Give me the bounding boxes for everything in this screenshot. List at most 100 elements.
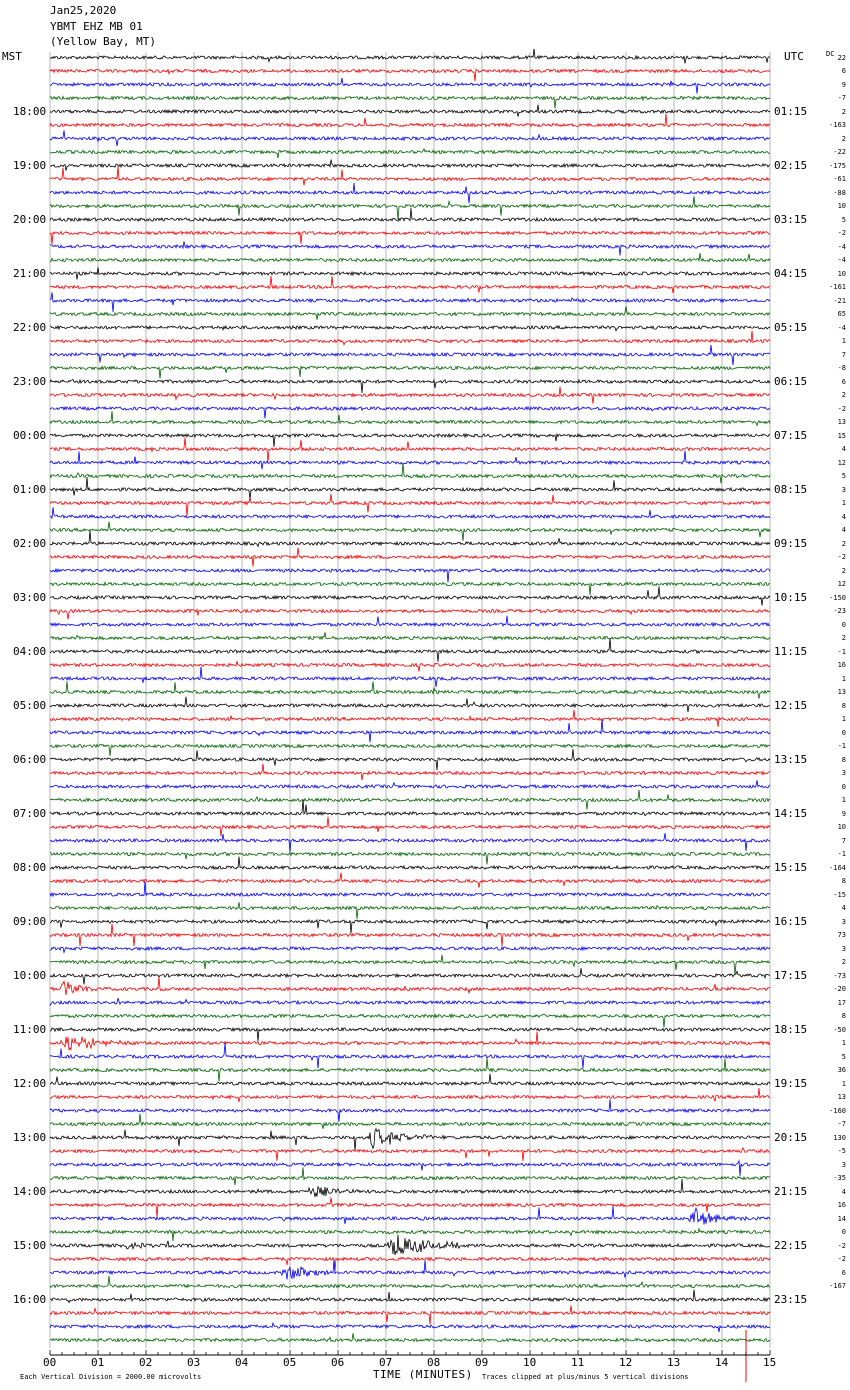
trace-76 [49,1073,771,1087]
right-hour-label: 14:15 [774,806,808,820]
dc-offset-value: -2 [837,229,846,237]
dc-offset-value: 7 [841,836,846,845]
dc-offset-value: -2 [837,1241,846,1250]
trace-93 [49,1305,771,1325]
trace-56 [49,799,771,817]
trace-18 [49,292,771,313]
trace-23 [49,365,771,379]
trace-35 [49,521,771,542]
right-hour-label: 16:15 [774,914,808,928]
dc-label: DC [826,50,835,58]
right-hour-label: 05:15 [774,320,808,334]
trace-49 [49,709,771,728]
trace-47 [50,681,771,699]
dc-offset-value: -4 [837,256,846,264]
dc-offset-value: -150 [829,593,846,602]
trace-25 [49,386,771,404]
trace-57 [49,816,771,837]
right-hour-label: 12:15 [774,698,808,712]
dc-offset-value: 13 [837,1093,846,1101]
dc-offset-value: 8 [841,755,846,764]
x-tick-label-10: 10 [523,1356,537,1369]
trace-42 [49,615,771,628]
dc-offset-value: 2 [841,391,846,399]
dc-offset-value: 1 [841,796,846,804]
left-hour-label: 06:00 [13,752,47,766]
trace-26 [49,405,771,419]
dc-offset-value: 10 [837,823,846,831]
dc-offset-value: -161 [829,283,846,291]
dc-offset-value: 16 [837,661,846,669]
x-tick-label-12: 12 [619,1356,633,1369]
trace-39 [49,581,771,595]
dc-offset-value: 3 [841,917,846,926]
trace-64 [50,918,771,934]
right-hour-label: 13:15 [774,752,808,766]
right-hour-label: 22:15 [774,1238,808,1252]
trace-48 [49,696,770,713]
left-hour-label: 03:00 [13,590,47,604]
x-tick-label-13: 13 [667,1356,681,1369]
dc-offset-value: 14 [837,1214,846,1223]
x-tick-label-02: 02 [139,1356,153,1369]
trace-70 [49,997,771,1006]
left-hour-label: 20:00 [13,212,47,226]
dc-offset-value: 73 [837,931,846,939]
right-hour-label: 21:15 [774,1184,808,1198]
trace-54 [49,780,771,790]
left-hour-label: 07:00 [13,806,47,820]
left-hour-label: 13:00 [13,1130,47,1144]
dc-offset-value: 4 [841,904,846,912]
trace-7 [49,147,771,159]
trace-65 [49,923,771,947]
dc-offset-value: 130 [833,1133,846,1142]
right-hour-label: 09:15 [774,536,808,550]
dc-offset-value: -8 [837,364,846,372]
trace-27 [49,411,771,427]
x-tick-label-09: 09 [475,1356,489,1369]
dc-offset-value: -4 [837,323,846,332]
header-date: Jan25,2020 [50,4,117,17]
left-hour-label: 23:00 [13,374,47,388]
trace-17 [49,275,771,294]
left-hour-label: 11:00 [13,1022,47,1036]
dc-offset-value: 3 [841,769,846,777]
trace-82 [49,1159,771,1176]
trace-51 [49,743,771,756]
right-hour-label: 19:15 [774,1076,808,1090]
trace-36 [49,530,771,548]
right-hour-label: 07:15 [774,428,808,442]
trace-86 [49,1206,771,1225]
trace-94 [49,1321,771,1333]
x-tick-label-14: 14 [715,1356,729,1369]
left-hour-label: 01:00 [13,482,47,496]
x-tick-label-06: 06 [331,1356,345,1369]
footer-scale-note: Each Vertical Division = 2000.00 microvo… [20,1373,202,1381]
dc-offset-value: 2 [841,107,846,116]
right-hour-label: 20:15 [774,1130,808,1144]
dc-offset-value: -21 [833,296,846,305]
trace-66 [49,945,771,954]
trace-4 [49,104,771,117]
trace-85 [49,1197,771,1218]
dc-offset-value: -1 [837,647,846,656]
trace-22 [49,345,771,366]
dc-offset-value: 1 [841,715,846,723]
trace-28 [49,432,771,447]
dc-offset-value: -7 [837,1120,846,1128]
dc-offset-value: 1 [841,1039,846,1047]
dc-offset-value: 2 [841,634,846,642]
dc-offset-value: -61 [833,175,846,183]
dc-offset-value: 1 [841,1079,846,1088]
trace-34 [49,507,771,520]
dc-offset-value: -2 [837,553,846,561]
dc-offset-value: 22 [837,53,846,62]
trace-58 [49,832,771,853]
left-zone-label: MST [2,50,22,63]
seismic-traces [49,48,771,1382]
dc-offset-value: 7 [841,350,846,359]
dc-offset-value: 13 [837,688,846,696]
trace-87 [49,1227,771,1241]
trace-55 [50,789,771,810]
dc-offset-value: 4 [841,1187,846,1196]
